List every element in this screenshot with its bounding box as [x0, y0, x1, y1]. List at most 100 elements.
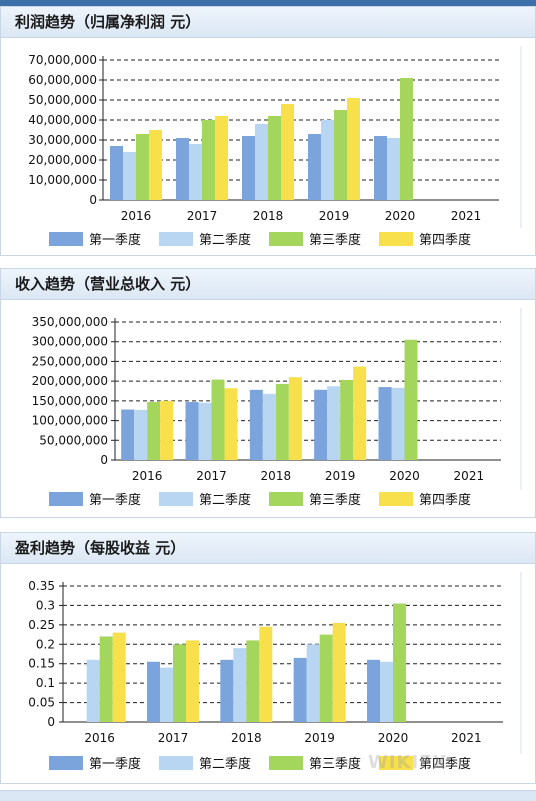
legend-label-q1: 第一季度 [89, 232, 141, 248]
bar-2016-q4 [112, 632, 126, 722]
legend-swatch-q4 [379, 756, 413, 770]
bar-2016-q4 [149, 130, 162, 200]
y-tick-label: 0.05 [28, 696, 55, 710]
y-tick-label: 300,000,000 [32, 335, 108, 349]
legend-label-q2: 第二季度 [199, 756, 251, 772]
bar-2019-q2 [327, 386, 341, 460]
x-tick-label: 2018 [261, 469, 292, 483]
bar-2019-q2 [306, 644, 320, 722]
bar-2016-q3 [147, 402, 161, 460]
bar-2018-q3 [275, 383, 289, 460]
legend-label-q2: 第二季度 [199, 232, 251, 248]
x-tick-label: 2018 [231, 731, 262, 745]
x-tick-label: 2021 [454, 469, 485, 483]
bottom-bar [0, 790, 536, 801]
legend-label-q1: 第一季度 [89, 756, 141, 772]
x-tick-label: 2016 [84, 731, 115, 745]
y-tick-label: 0.25 [28, 618, 55, 632]
bar-2019-q4 [353, 366, 367, 460]
legend-label-q4: 第四季度 [419, 756, 471, 772]
y-tick-label: 60,000,000 [28, 73, 97, 87]
x-tick-label: 2016 [132, 469, 163, 483]
y-tick-label: 70,000,000 [28, 53, 97, 67]
bar-2019-q4 [332, 622, 346, 722]
bar-2017-q4 [224, 388, 238, 460]
x-tick-label: 2021 [451, 731, 482, 745]
bar-2020-q3 [404, 339, 418, 460]
bar-2016-q2 [134, 409, 148, 460]
x-tick-label: 2020 [389, 469, 420, 483]
y-tick-label: 0.15 [28, 657, 55, 671]
panel-title: 盈利趋势（每股收益 元） [1, 533, 535, 564]
bar-2019-q1 [293, 657, 307, 722]
bar-2016-q2 [86, 659, 100, 722]
x-tick-label: 2019 [325, 469, 356, 483]
legend-label-q3: 第三季度 [309, 756, 361, 772]
x-tick-label: 2017 [187, 209, 218, 223]
y-tick-label: 250,000,000 [32, 354, 108, 368]
watermark-logo: WIKIFX [368, 752, 448, 773]
legend-swatch-q1 [49, 232, 83, 246]
bar-2018-q2 [255, 124, 268, 200]
eps-trend-chart: 0 0.05 0.1 0.15 0.2 0.25 0.3 0.35 2016 2017 2018 20… [28, 572, 522, 772]
bar-2018-q4 [288, 377, 302, 460]
bar-2016-q4 [160, 400, 174, 460]
legend-label-q1: 第一季度 [89, 492, 141, 508]
bar-2020-q1 [374, 136, 387, 200]
y-tick-label: 20,000,000 [28, 153, 97, 167]
y-tick-label: 50,000,000 [39, 433, 108, 447]
bar-2016-q3 [136, 134, 149, 200]
x-tick-label: 2019 [319, 209, 350, 223]
legend-swatch-q3 [269, 492, 303, 506]
x-tick-label: 2020 [385, 209, 416, 223]
legend-swatch-q2 [159, 756, 193, 770]
bar-2016-q1 [121, 409, 135, 460]
profit-trend-chart: 0 10,000,000 20,000,000 30,000,000 40,000,00… [28, 46, 522, 248]
bar-2018-q1 [220, 659, 234, 722]
bar-2017-q1 [185, 402, 199, 460]
bar-2017-q2 [198, 402, 212, 460]
revenue-trend-panel: 收入趋势（营业总收入 元） 0 50,000,000 100,000,000 150,… [0, 268, 536, 518]
x-tick-label: 2018 [253, 209, 284, 223]
bar-2020-q2 [391, 387, 405, 460]
y-tick-label: 0.3 [36, 598, 55, 612]
bar-2020-q1 [367, 659, 380, 722]
bar-2018-q1 [242, 136, 255, 200]
y-tick-label: 0 [47, 715, 55, 729]
legend-label-q3: 第三季度 [309, 232, 361, 248]
revenue-trend-chart: 0 50,000,000 100,000,000 150,000,000 200,000… [32, 308, 522, 508]
bar-2018-q4 [281, 104, 294, 200]
y-tick-label: 30,000,000 [28, 133, 97, 147]
bar-2017-q1 [176, 138, 189, 200]
bar-2017-q4 [215, 116, 228, 200]
bar-2017-q2 [189, 144, 202, 200]
x-tick-label: 2021 [451, 209, 482, 223]
bar-2017-q3 [211, 379, 225, 460]
bar-2018-q2 [262, 393, 276, 460]
legend-label-q4: 第四季度 [419, 492, 471, 508]
bar-2016-q1 [110, 146, 123, 200]
legend-swatch-q4 [379, 492, 413, 506]
panel-title: 收入趋势（营业总收入 元） [1, 269, 535, 300]
bar-2020-q3 [393, 603, 406, 722]
bar-2018-q2 [233, 648, 247, 722]
bar-2019-q3 [334, 110, 347, 200]
y-tick-label: 200,000,000 [32, 374, 108, 388]
x-tick-label: 2017 [158, 731, 189, 745]
y-tick-label: 10,000,000 [28, 173, 97, 187]
legend-swatch-q3 [269, 232, 303, 246]
bar-2019-q4 [347, 98, 360, 200]
y-tick-label: 0 [89, 193, 97, 207]
legend-swatch-q4 [379, 232, 413, 246]
bar-2020-q1 [378, 387, 392, 460]
profit-trend-panel: 利润趋势（归属净利润 元） 0 10,000,000 20,000,000 30,00… [0, 6, 536, 256]
bar-2020-q2 [387, 138, 400, 200]
y-tick-label: 0.35 [28, 579, 55, 593]
legend-swatch-q2 [159, 232, 193, 246]
legend-label-q3: 第三季度 [309, 492, 361, 508]
bar-2017-q1 [147, 661, 160, 722]
y-tick-label: 50,000,000 [28, 93, 97, 107]
bar-2017-q2 [160, 667, 173, 722]
bar-2019-q3 [340, 379, 354, 460]
bar-2020-q2 [380, 661, 393, 722]
